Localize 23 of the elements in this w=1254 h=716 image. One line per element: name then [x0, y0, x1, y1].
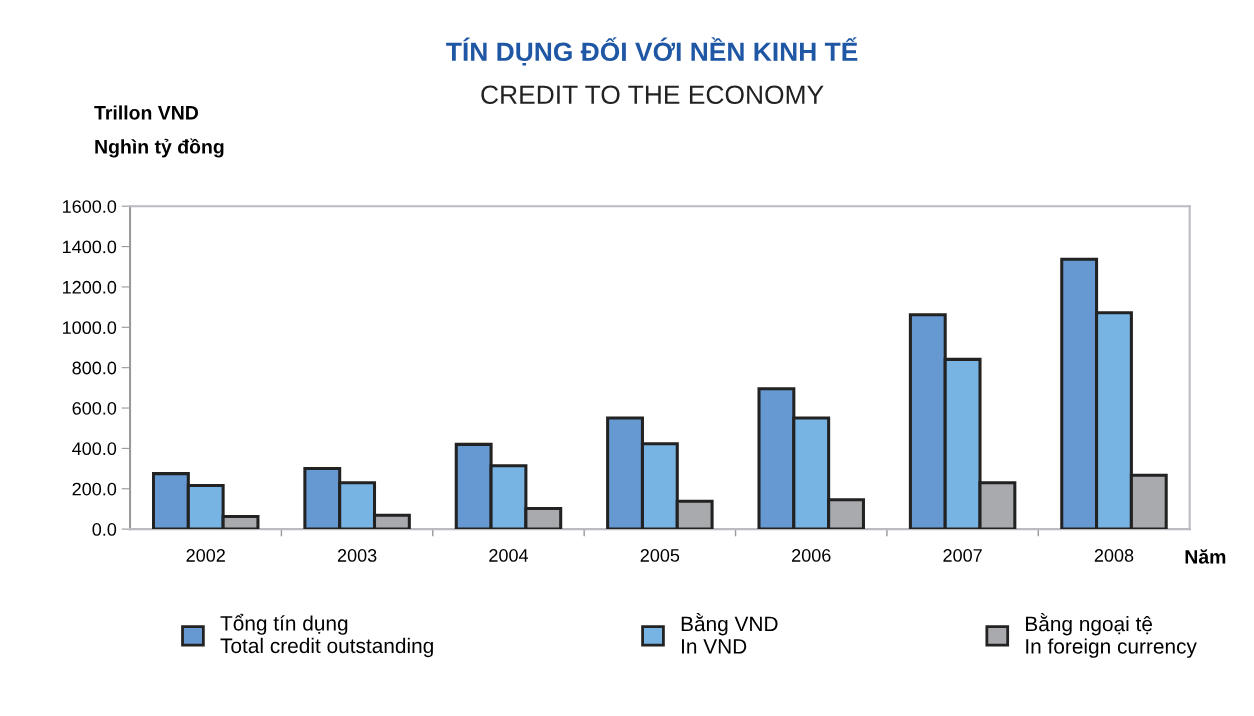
y-tick-label: 0.0: [92, 523, 117, 536]
y-tick-label: 800.0: [72, 361, 117, 375]
legend-label: Tổng tín dụng Total credit outstanding: [220, 613, 433, 658]
y-axis-title: Trillon VND Nghìn tỷ đồng: [94, 105, 224, 158]
legend-label: Bằng ngoại tệ In foreign currency: [1026, 613, 1197, 658]
y-tick-label: 600.0: [72, 401, 117, 415]
x-tick-label: 2006: [792, 549, 831, 562]
x-tick-label: 2008: [1094, 549, 1134, 562]
y-tick-label: 1600.0: [63, 200, 117, 213]
y-tick-label: 1200.0: [63, 280, 117, 294]
y-tick-label: 400.0: [72, 442, 117, 456]
legend-label: Bằng VND In VND: [681, 613, 778, 654]
x-tick-label: 2003: [337, 549, 377, 562]
y-tick-label: 1400.0: [63, 240, 117, 254]
chart-subtitle: CREDIT TO THE ECONOMY: [481, 85, 824, 105]
y-tick-label: 1000.0: [63, 321, 117, 335]
y-tick-label: 200.0: [72, 482, 117, 496]
x-tick-label: 2005: [640, 549, 680, 562]
x-axis-title: Năm: [1185, 549, 1226, 564]
x-tick-label: 2002: [186, 549, 225, 562]
chart-title: TÍN DỤNG ĐỐI VỚI NỀN KINH TẾ: [446, 37, 858, 66]
x-tick-label: 2004: [489, 549, 529, 562]
x-tick-label: 2007: [943, 549, 982, 562]
